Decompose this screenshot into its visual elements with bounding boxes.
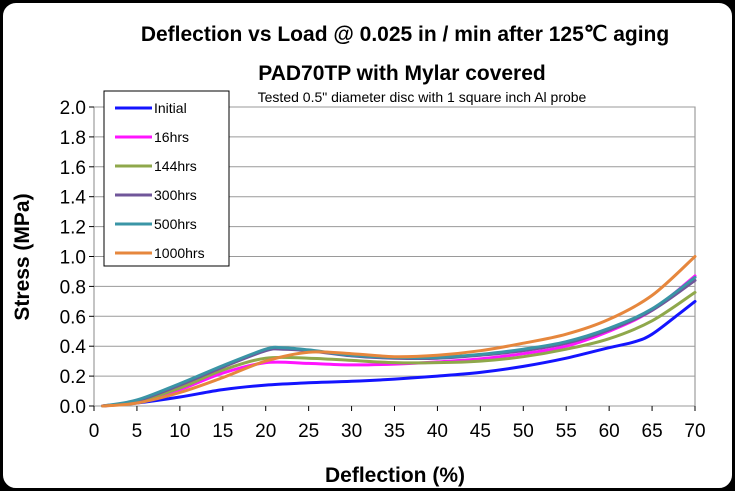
y-tick-label: 1.0 — [60, 248, 86, 269]
x-tick-label: 55 — [556, 421, 577, 442]
y-tick-label: 0.4 — [60, 337, 87, 358]
chart-subtitle: PAD70TP with Mylar covered — [258, 62, 546, 85]
x-tick-label: 10 — [169, 421, 190, 442]
x-tick-label: 40 — [427, 421, 448, 442]
x-tick-label: 35 — [384, 421, 405, 442]
chart-annotation: Tested 0.5" diameter disc with 1 square … — [258, 89, 587, 105]
x-tick-label: 45 — [470, 421, 491, 442]
series-layer — [101, 255, 697, 408]
x-tick-label: 20 — [255, 421, 276, 442]
x-tick-label: 65 — [642, 421, 663, 442]
x-tick-label: 25 — [298, 421, 319, 442]
y-tick-label: 1.4 — [60, 188, 87, 209]
x-tick-label: 5 — [132, 421, 143, 442]
y-tick-label: 2.0 — [60, 98, 86, 119]
y-tick-label: 0.2 — [60, 367, 86, 388]
deflection-load-chart: Deflection vs Load @ 0.025 in / min afte… — [11, 23, 706, 487]
y-tick-label: 0.8 — [60, 277, 86, 298]
series-line-1000hrs — [101, 255, 697, 408]
legend-label-16hrs: 16hrs — [154, 129, 189, 145]
x-tick-label: 60 — [599, 421, 620, 442]
x-tick-label: 30 — [341, 421, 362, 442]
series-line-initial — [101, 299, 697, 408]
legend-label-144hrs: 144hrs — [154, 158, 197, 174]
y-tick-label: 1.8 — [60, 128, 86, 149]
y-tick-label: 0.0 — [60, 397, 86, 418]
legend-label-initial: Initial — [154, 100, 187, 116]
y-tick-label: 1.6 — [60, 158, 86, 179]
axis-ticks: 0.0 0.2 0.4 0.6 0.8 1.0 1.2 1.4 1.6 1.8 2.0 0 5 10 15 2… — [60, 98, 706, 442]
legend-label-1000hrs: 1000hrs — [154, 245, 205, 261]
x-tick-label: 15 — [212, 421, 233, 442]
x-tick-label: 50 — [513, 421, 534, 442]
series-line-144hrs — [101, 290, 697, 408]
y-axis-label: Stress (MPa) — [11, 193, 34, 320]
chart-title: Deflection vs Load @ 0.025 in / min afte… — [141, 23, 669, 46]
legend-label-500hrs: 500hrs — [154, 216, 197, 232]
x-axis-label: Deflection (%) — [325, 464, 465, 487]
legend-box — [103, 90, 230, 267]
x-tick-label: 70 — [684, 421, 705, 442]
y-tick-label: 1.2 — [60, 218, 86, 239]
y-tick-label: 0.6 — [60, 307, 86, 328]
x-tick-label: 0 — [89, 421, 100, 442]
legend-label-300hrs: 300hrs — [154, 187, 197, 203]
legend: Initial 16hrs 144hrs 300hrs 500hrs 1000hrs — [103, 90, 230, 267]
